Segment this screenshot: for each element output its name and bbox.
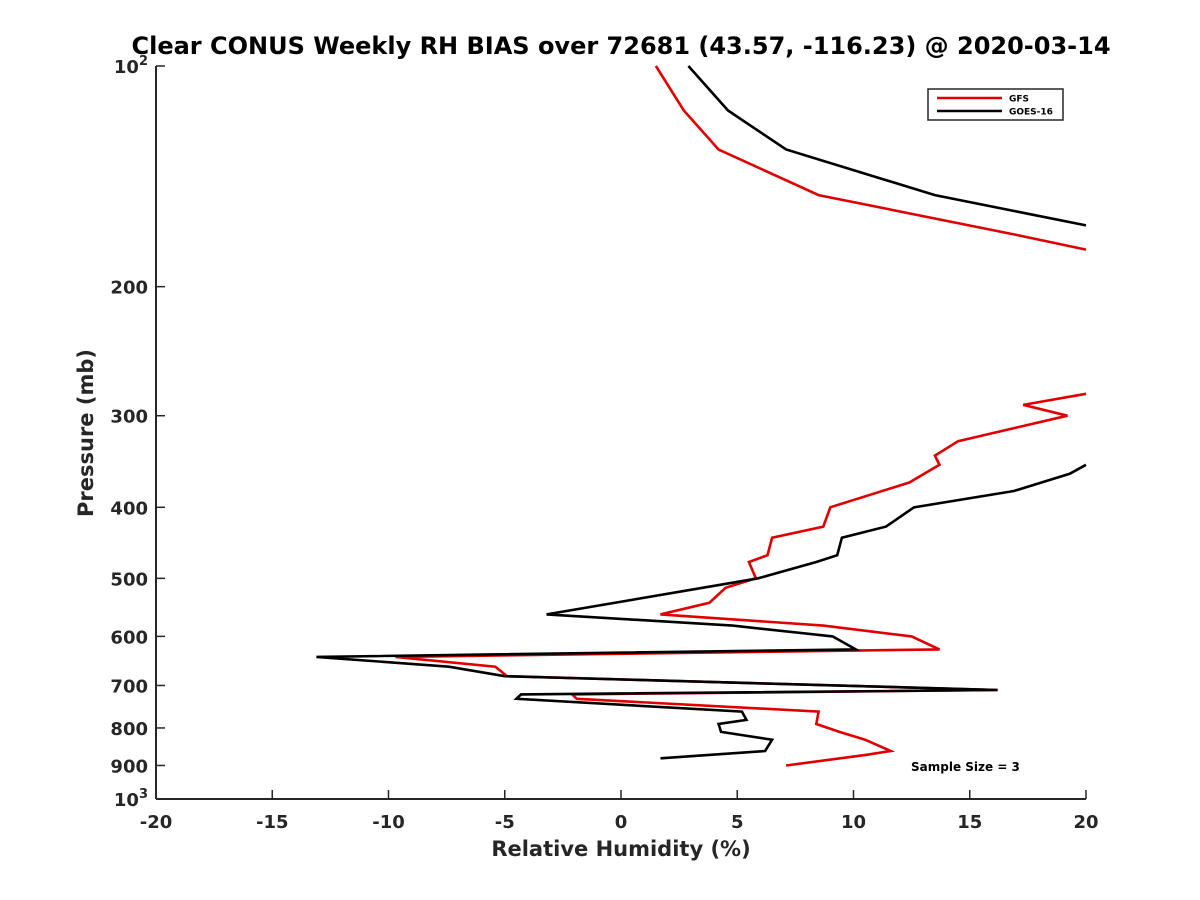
- y-tick-label: 500: [110, 569, 148, 590]
- y-tick-label: 600: [110, 627, 148, 648]
- legend-box: [927, 88, 1064, 121]
- ticks-layer: -20 -15 -10 -5 0 5 10 15 20 102 200 300 400 500 600 700…: [110, 54, 1098, 833]
- y-tick-label: 900: [110, 756, 148, 777]
- x-tick-label: 20: [1073, 812, 1098, 833]
- x-tick-label: -5: [495, 812, 515, 833]
- x-tick-label: -15: [256, 812, 289, 833]
- y-tick-label: 400: [110, 498, 148, 519]
- legend-label: GOES-16: [1009, 108, 1053, 118]
- legend: GFS GOES-16: [927, 88, 1064, 121]
- y-tick-label: 300: [110, 407, 148, 428]
- x-tick-label: -20: [140, 812, 173, 833]
- y-tick-label: 200: [110, 278, 148, 299]
- y-tick-label: 700: [110, 676, 148, 697]
- legend-label: GFS: [1009, 95, 1029, 105]
- x-axis-label: Relative Humidity (%): [491, 837, 750, 861]
- chart-title: Clear CONUS Weekly RH BIAS over 72681 (4…: [131, 32, 1110, 60]
- y-tick-label: 103: [114, 787, 148, 811]
- y-tick-label: 102: [114, 54, 148, 78]
- series-layer: [316, 65, 1087, 767]
- x-tick-label: 10: [841, 812, 866, 833]
- x-tick-label: -10: [372, 812, 405, 833]
- x-tick-label: 0: [615, 812, 628, 833]
- x-tick-label: 5: [731, 812, 744, 833]
- sample-size-annotation: Sample Size = 3: [911, 760, 1020, 774]
- x-tick-label: 15: [957, 812, 982, 833]
- series-line-gfs: [395, 65, 1087, 767]
- y-tick-label: 800: [110, 719, 148, 740]
- y-axis-label: Pressure (mb): [74, 349, 98, 517]
- series-line-goes-16: [316, 65, 1087, 760]
